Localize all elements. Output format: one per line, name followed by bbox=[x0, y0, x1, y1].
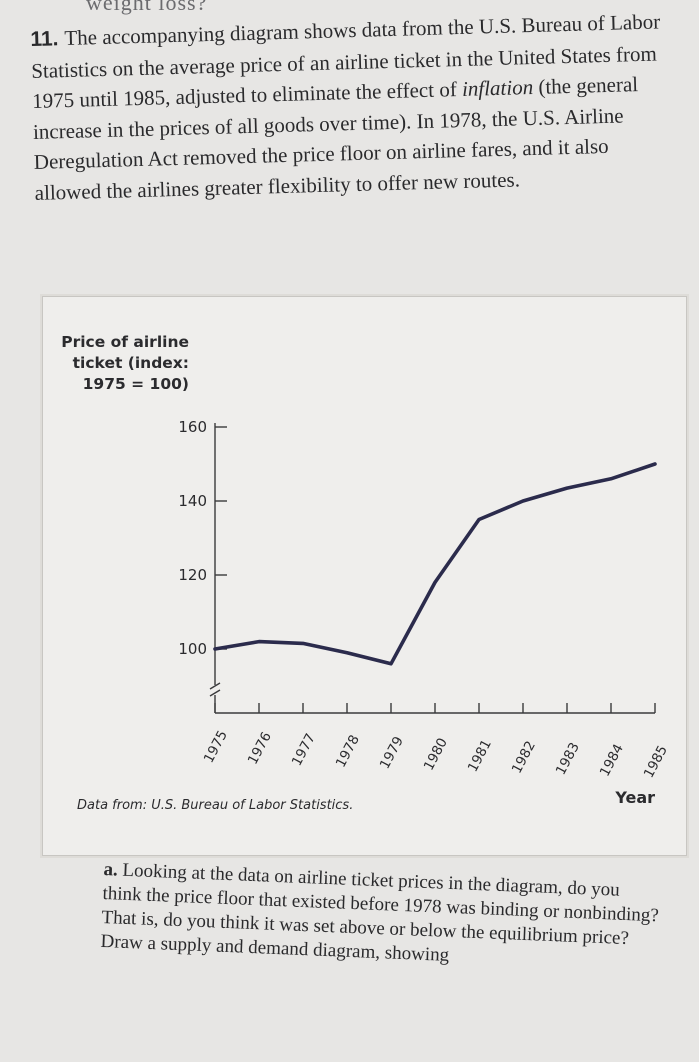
x-tick-label: 1975 bbox=[201, 728, 231, 766]
problem-number: 11. bbox=[30, 27, 59, 51]
y-axis-label-line: Price of airline bbox=[61, 333, 189, 351]
y-tick-label: 140 bbox=[178, 492, 207, 510]
problem-italic: inflation bbox=[461, 74, 534, 101]
x-tick-label: 1984 bbox=[597, 741, 627, 779]
x-tick-label: 1985 bbox=[641, 743, 671, 781]
problem-11: 11. The accompanying diagram shows data f… bbox=[30, 6, 675, 208]
x-tick-label: 1981 bbox=[465, 737, 495, 775]
y-axis: 100 120 140 160 bbox=[178, 418, 227, 713]
part-a: a. Looking at the data on airline ticket… bbox=[100, 858, 663, 976]
part-a-label: a. bbox=[103, 858, 119, 881]
x-axis-label: Year bbox=[614, 788, 655, 807]
y-tick-label: 120 bbox=[178, 566, 207, 584]
y-axis-label-line: ticket (index: bbox=[73, 354, 189, 372]
y-axis-label: Price of airline ticket (index: 1975 = 100… bbox=[61, 333, 189, 393]
part-a-text: Looking at the data on airline ticket pr… bbox=[100, 859, 660, 966]
series-line bbox=[213, 462, 657, 666]
line-chart: Price of airline ticket (index: 1975 = 100… bbox=[61, 333, 671, 813]
x-tick-label: 1980 bbox=[421, 735, 451, 773]
x-tick-label: 1982 bbox=[509, 738, 539, 776]
y-tick-label: 100 bbox=[178, 640, 207, 658]
series bbox=[213, 462, 657, 666]
y-tick-label: 160 bbox=[178, 418, 207, 436]
axis-break-mark bbox=[209, 682, 221, 697]
data-source: Data from: U.S. Bureau of Labor Statisti… bbox=[77, 798, 353, 813]
cut-off-text: weight loss? bbox=[86, 0, 208, 15]
x-axis: 1975 1976 1977 1978 1979 1980 1981 1982 1983 1984… bbox=[201, 703, 671, 781]
x-tick-label: 1979 bbox=[377, 734, 407, 772]
chart-figure: Price of airline ticket (index: 1975 = 100… bbox=[42, 296, 687, 856]
x-tick-label: 1977 bbox=[289, 731, 319, 769]
x-tick-label: 1983 bbox=[553, 740, 583, 778]
y-axis-label-line: 1975 = 100) bbox=[83, 375, 189, 393]
x-tick-label: 1978 bbox=[333, 732, 363, 770]
x-tick-label: 1976 bbox=[245, 729, 275, 767]
